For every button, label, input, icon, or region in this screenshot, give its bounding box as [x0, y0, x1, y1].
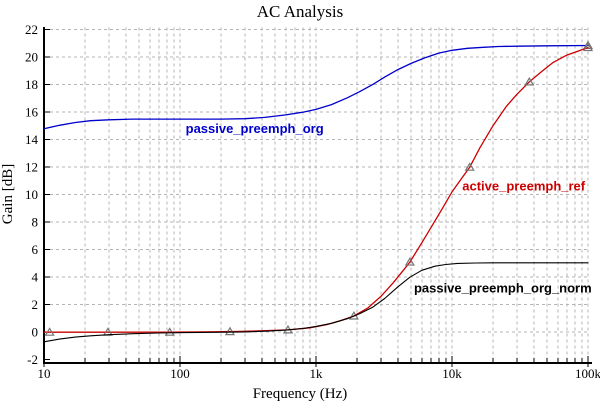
grid-lines	[44, 27, 589, 362]
y-tick-label: 0	[32, 325, 39, 340]
x-tick-label: 10	[38, 366, 51, 381]
y-tick-label: 6	[32, 242, 39, 257]
y-tick-label: 22	[25, 22, 38, 37]
y-tick-label: 8	[32, 215, 39, 230]
y-tick-label: 14	[25, 132, 39, 147]
triangle-marker	[524, 76, 535, 86]
series-curve-passive_preemph_org_norm	[43, 262, 589, 343]
y-tick-label: 4	[32, 270, 39, 285]
triangle-marker	[224, 326, 236, 336]
x-tick-label: 10k	[442, 366, 462, 381]
curve-labels: passive_preemph_org active_preemph_refpas…	[186, 121, 592, 296]
series-curve-active_preemph_ref	[43, 46, 589, 333]
triangle-marker	[44, 327, 55, 336]
x-axis-label: Frequency (Hz)	[253, 386, 348, 402]
y-tick-label: 20	[25, 50, 38, 65]
series-curves	[43, 40, 594, 343]
y-tick-label: 16	[25, 105, 39, 120]
chart-title: AC Analysis	[257, 2, 343, 21]
triangle-marker	[164, 327, 175, 336]
x-tick-label: 100k	[575, 366, 600, 381]
y-axis-label: Gain [dB]	[0, 164, 16, 224]
triangle-marker	[404, 257, 415, 266]
series-curve-passive_preemph_org	[43, 44, 589, 130]
y-tick-label: 18	[25, 77, 38, 92]
y-tick-label: 10	[25, 187, 38, 202]
y-tick-label: 2	[32, 297, 39, 312]
y-tick-label: -2	[27, 352, 38, 367]
series-label-passive_preemph_org_norm: passive_preemph_org_norm	[414, 280, 592, 295]
axes: -2 0 2 4 6 8 10 12 14 16 18 20 22 10 100 1k 10k 100k	[25, 22, 600, 381]
triangle-marker	[464, 162, 475, 171]
x-tick-label: 1k	[310, 366, 324, 381]
x-tick-label: 100	[170, 366, 190, 381]
series-label-passive_preemph_org: passive_preemph_org	[186, 121, 324, 136]
triangle-marker	[582, 40, 594, 50]
series-label-active_preemph_ref: active_preemph_ref	[462, 179, 586, 194]
triangle-marker	[582, 42, 594, 52]
y-tick-label: 12	[25, 160, 38, 175]
